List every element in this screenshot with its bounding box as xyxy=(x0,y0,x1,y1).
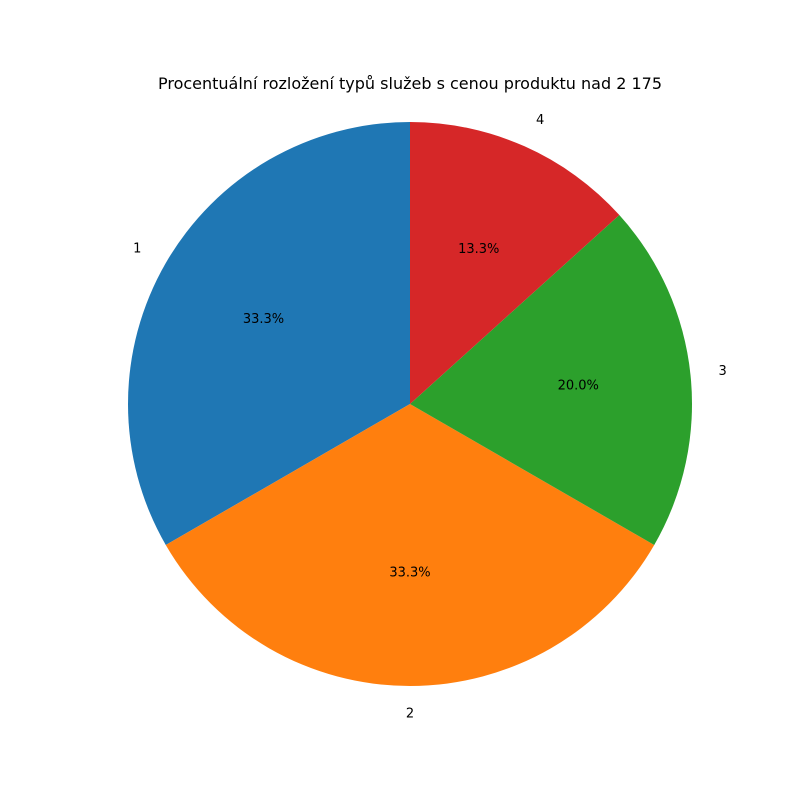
pie-slice-2 xyxy=(165,404,655,687)
pct-label-1: 33.3% xyxy=(243,312,284,327)
pie-slice-1 xyxy=(127,122,410,545)
slice-label-4: 4 xyxy=(536,113,544,128)
pie-slice-3 xyxy=(410,215,693,546)
pct-label-4: 13.3% xyxy=(458,242,499,257)
pct-label-2: 33.3% xyxy=(389,566,430,581)
chart-title: Procentuální rozložení typů služeb s cen… xyxy=(158,74,662,93)
slice-label-1: 1 xyxy=(133,241,141,256)
slice-label-2: 2 xyxy=(406,707,414,722)
pie-slice-4 xyxy=(410,122,620,404)
pct-label-3: 20.0% xyxy=(558,379,599,394)
pie-slices xyxy=(127,122,693,687)
pie-labels: 1 33.3% 2 33.3% 3 20.0% 4 13.3% xyxy=(133,113,727,722)
slice-label-3: 3 xyxy=(718,364,726,379)
